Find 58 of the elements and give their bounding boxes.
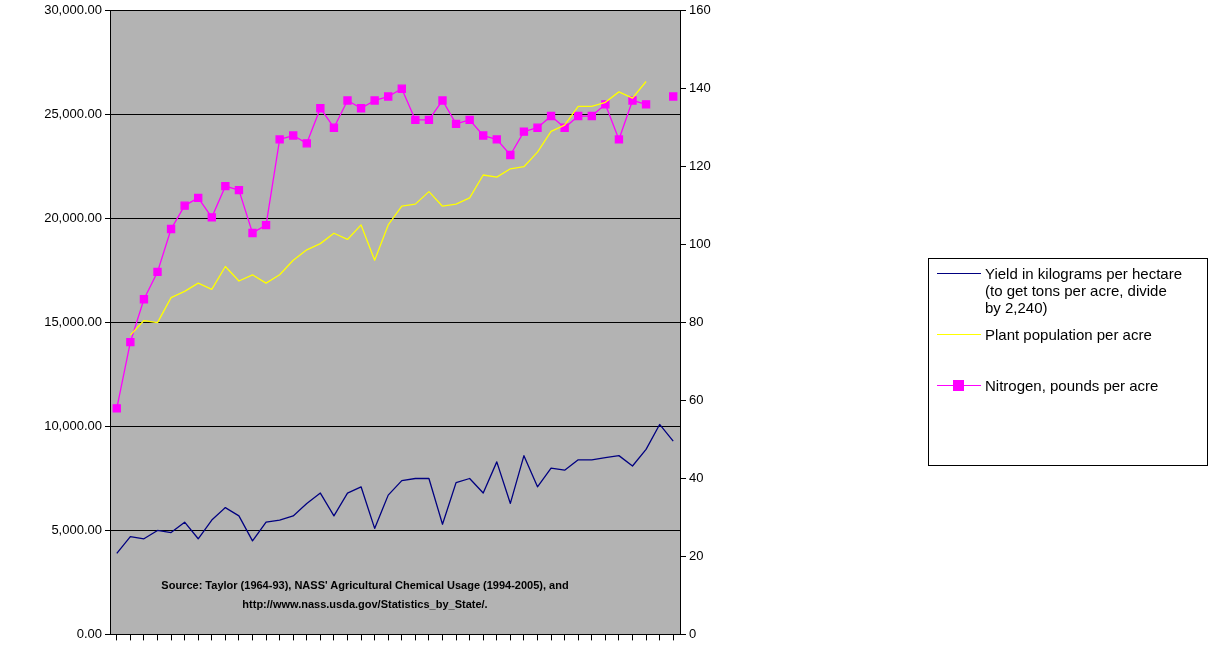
y2-tick-label: 40 [689,470,704,486]
point [112,404,121,413]
point [316,104,325,113]
point [411,115,420,125]
point [641,100,651,109]
legend-label: Yield in kilograms per hectare (to get tons per acre, divide by 2,240) [985,265,1184,316]
point [506,150,515,160]
y2-tick-label: 140 [689,80,711,96]
y2-tick-label: 120 [689,158,711,174]
point [248,228,257,238]
point [329,123,339,132]
point [207,213,216,222]
point [153,267,162,277]
y2-tick-label: 60 [689,392,704,408]
y-tick-label: 5,000.00 [51,522,102,538]
annotation: Source: Taylor (1964-93), NASS' Agricultural Chemical Usage (1994-2005), and http://www.nass.usda.gov/Statistics_by_State/. [161,579,569,611]
y2-tick-label: 0 [689,625,697,641]
point [356,104,366,113]
point [180,201,189,210]
point [221,182,230,191]
point [546,111,556,121]
point [302,139,311,148]
legend-label: Plant population per acre [985,326,1152,343]
point [438,96,447,105]
point [587,111,596,121]
point [465,115,474,125]
point [166,224,176,234]
point [397,84,406,93]
y2-tick-label: 160 [689,2,711,18]
point [139,295,149,304]
point [234,185,244,195]
point [126,337,135,347]
point [343,96,352,105]
point [194,193,203,203]
point [424,115,434,125]
point [574,111,583,121]
point [533,123,542,132]
point [479,131,488,140]
y-tick-label: 20,000.00 [44,210,102,226]
y-tick-label: 10,000.00 [44,418,102,434]
point [370,96,379,105]
y-tick-label: 0.00 [76,625,102,641]
y-tick-label: 15,000.00 [44,314,102,330]
point [289,131,298,140]
point [451,119,461,129]
point [492,135,501,144]
legend-label: Nitrogen, pounds per acre [985,377,1159,394]
point [275,135,284,144]
y-tick-label: 30,000.00 [44,2,102,18]
point [384,92,393,101]
y2-tick-label: 100 [689,236,711,252]
y2-tick-label: 20 [689,548,704,564]
point [614,135,624,144]
y2-tick-label: 80 [689,314,704,330]
y-tick-label: 25,000.00 [44,106,102,122]
point [261,220,271,230]
point [519,127,529,136]
point [669,92,678,101]
